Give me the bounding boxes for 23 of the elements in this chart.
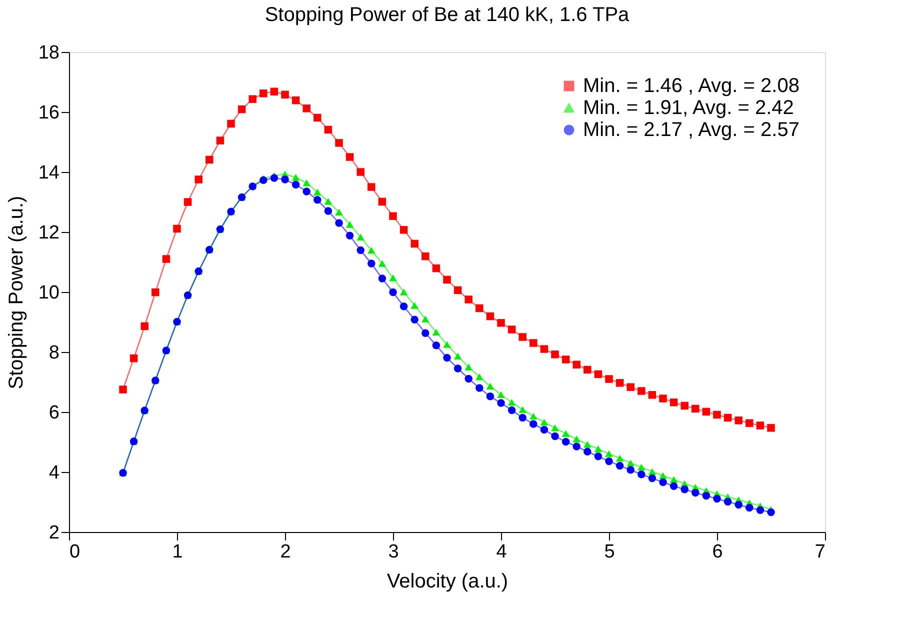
x-tick-label: 4 [496,542,508,562]
x-tick-label: 1 [172,542,183,562]
y-tick-label: 16 [38,102,60,124]
x-axis-title: Velocity (a.u.) [386,570,508,592]
y-axis-title: Stopping Power (a.u.) [5,196,28,390]
x-tick-label: 3 [388,542,399,562]
y-tick-label: 6 [48,402,60,424]
y-tick-label: 12 [38,222,60,244]
x-tick-label: 0 [70,542,80,562]
x-tick-label: 5 [604,542,615,562]
x-tick-label: 7 [814,542,826,562]
chart-title: Stopping Power of Be at 140 kK, 1.6 TPa [264,4,630,26]
x-tick-label: 2 [280,542,291,562]
y-tick-label: 10 [38,282,60,304]
legend-label: Min. = 1.46 , Avg. = 2.08 [583,75,800,97]
y-tick-label: 14 [38,162,60,184]
legend-label: Min. = 2.17 , Avg. = 2.57 [583,119,800,141]
y-tick-label: 18 [38,42,60,64]
y-tick-label: 2 [48,522,60,544]
legend-label: Min. = 1.91, Avg. = 2.42 [583,97,794,119]
y-tick-label: 8 [48,342,60,364]
x-tick-label: 6 [712,542,723,562]
y-tick-label: 4 [48,462,60,484]
